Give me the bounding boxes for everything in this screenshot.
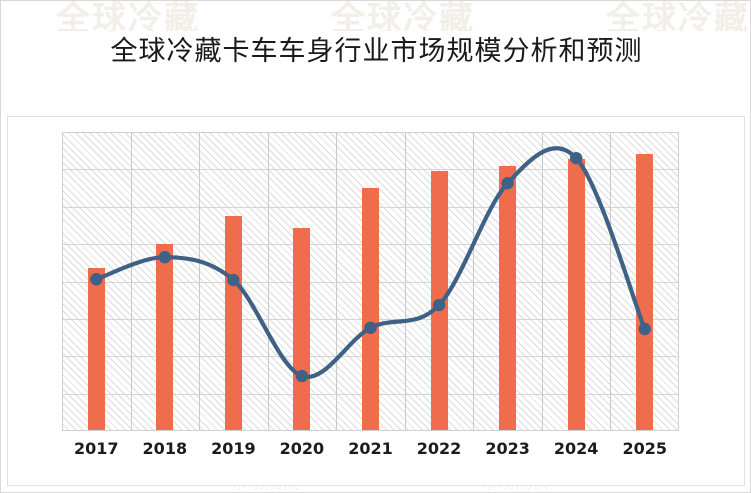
line-marker	[638, 322, 651, 336]
gridline-horizontal	[62, 169, 679, 171]
bar	[156, 244, 174, 431]
line-marker	[295, 369, 309, 383]
x-axis-tick-2022: 2022	[416, 439, 462, 458]
line-marker	[90, 273, 103, 286]
gridline-vertical	[542, 132, 543, 431]
line-series	[90, 146, 651, 383]
x-axis-tick-2023: 2023	[485, 439, 530, 458]
x-axis-tick-2020: 2020	[279, 439, 325, 458]
gridline-vertical	[199, 132, 200, 431]
line-marker	[364, 321, 377, 335]
line-marker	[432, 298, 446, 312]
gridline-vertical	[131, 132, 132, 431]
x-axis-tick-2021: 2021	[348, 439, 393, 458]
bar	[636, 154, 654, 431]
line-marker	[227, 273, 240, 287]
bar	[499, 166, 517, 431]
line-path	[94, 146, 647, 380]
x-axis-tick-2019: 2019	[211, 439, 256, 458]
x-axis-tick-2018: 2018	[142, 439, 188, 458]
watermark-text: 全球冷藏	[56, 1, 200, 31]
bar	[362, 188, 379, 431]
bar	[87, 268, 105, 431]
watermark-text: 全球冷藏	[606, 1, 750, 31]
gridline-vertical	[405, 132, 406, 431]
gridline-vertical	[336, 132, 337, 431]
x-axis-tick-2025: 2025	[622, 439, 667, 458]
x-axis-tick-2017: 2017	[74, 439, 119, 458]
bar	[224, 216, 242, 431]
bar	[567, 159, 585, 431]
plot-area	[62, 132, 679, 431]
x-axis-labels: 2017 2018 2019 2020 2021 2022 2023 2024 2025	[62, 439, 679, 469]
gridline-vertical	[473, 132, 474, 431]
x-axis-tick-2024: 2024	[553, 439, 599, 458]
gridline-vertical	[610, 132, 611, 431]
line-marker	[158, 251, 172, 264]
watermark-top: 全球冷藏 全球冷藏 全球冷藏	[1, 1, 750, 31]
line-marker	[569, 151, 583, 165]
chart-title: 全球冷藏卡车车身行业市场规模分析和预测	[110, 36, 643, 67]
gridline-vertical	[268, 132, 269, 431]
line-marker	[501, 177, 514, 190]
watermark-text: 全球冷藏	[331, 1, 475, 31]
